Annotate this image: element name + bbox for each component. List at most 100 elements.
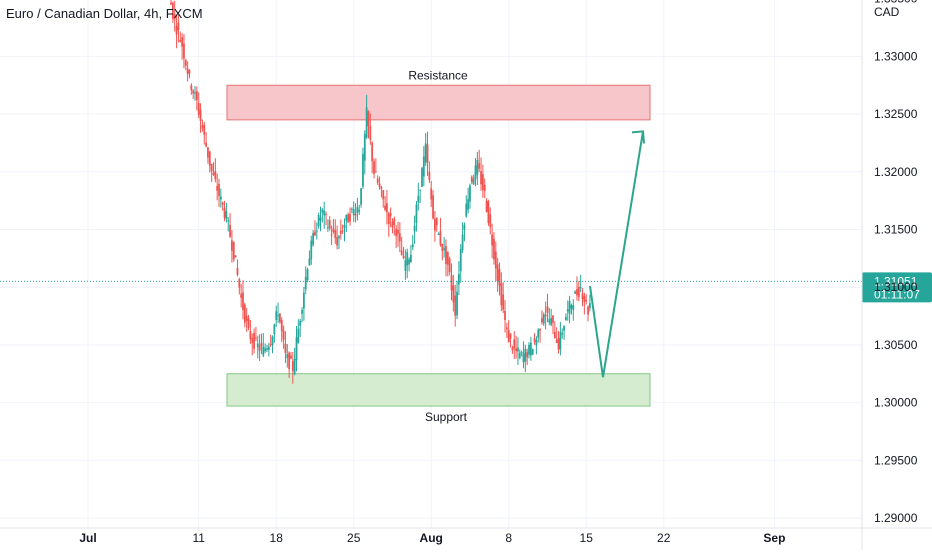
candle-body <box>400 250 403 256</box>
candle-body <box>249 330 252 340</box>
candle-body <box>557 338 560 350</box>
candle-body <box>339 230 342 234</box>
candle-body <box>476 159 479 175</box>
candle-body <box>445 246 447 264</box>
candle-body <box>583 296 586 302</box>
candle-body <box>511 347 514 351</box>
candle-body <box>238 279 241 288</box>
candle-body <box>236 267 239 275</box>
candle-body <box>413 225 416 232</box>
projection-arrow <box>589 131 644 378</box>
candle-body <box>201 125 204 129</box>
candle-body <box>574 291 577 294</box>
candle-body <box>435 218 438 226</box>
resistance-zone <box>226 84 651 121</box>
candle-body <box>325 214 327 216</box>
candle-body <box>319 217 322 221</box>
candle-body <box>247 318 250 328</box>
candle-body <box>470 176 473 182</box>
candle-body <box>422 156 425 177</box>
candle-body <box>245 315 248 322</box>
candle-body <box>415 204 418 224</box>
candle-body <box>480 171 482 185</box>
candle-body <box>432 195 434 219</box>
candle-body <box>256 343 259 348</box>
candle-body <box>382 190 385 200</box>
candle-body <box>589 303 591 309</box>
current-price-badge <box>862 272 932 303</box>
candle-body <box>282 330 285 340</box>
candle-body <box>450 275 453 291</box>
candle-body <box>207 147 209 158</box>
candle-body <box>500 283 503 306</box>
candle-body <box>290 355 292 359</box>
candle-body <box>565 316 567 321</box>
candle-body <box>502 294 505 310</box>
candle-body <box>321 209 324 213</box>
candle-body <box>570 305 573 309</box>
candle-body <box>572 305 575 310</box>
candle-body <box>542 314 545 324</box>
candle-body <box>517 347 519 352</box>
candle-body <box>173 14 176 20</box>
candle-body <box>314 231 316 236</box>
candle-body <box>430 188 433 200</box>
candle-body <box>568 301 571 314</box>
candle-body <box>513 339 516 349</box>
candle-body <box>537 329 540 338</box>
candle-body <box>441 243 444 251</box>
candle-body <box>555 339 558 343</box>
candle-body <box>260 343 263 346</box>
time-tick-label: Aug <box>420 531 443 545</box>
candle-body <box>218 184 220 197</box>
candle-body <box>284 343 287 353</box>
candle-body <box>491 234 494 246</box>
time-tick-label: 11 <box>192 531 205 545</box>
price-tick-label: 1.30000 <box>874 396 918 410</box>
candle-body <box>170 2 172 5</box>
candle-body <box>310 240 313 260</box>
candle-body <box>548 319 551 323</box>
candle-body <box>380 187 383 189</box>
candle-body <box>481 174 484 191</box>
candle-body <box>369 126 372 140</box>
candle-body <box>550 318 553 325</box>
price-tick-label: 1.29000 <box>874 511 918 525</box>
candle-body <box>271 336 274 346</box>
candle-body <box>221 202 224 205</box>
time-tick-label: 8 <box>505 531 512 545</box>
candle-body <box>312 232 315 245</box>
candle-body <box>352 209 355 216</box>
candle-body <box>408 259 410 265</box>
candle-body <box>561 333 564 335</box>
candle-body <box>467 199 470 210</box>
candle-body <box>232 241 235 260</box>
candle-body <box>483 184 486 192</box>
candle-body <box>577 286 580 297</box>
candle-body <box>373 161 375 174</box>
candle-body <box>343 224 346 229</box>
candle-body <box>225 211 228 220</box>
candle-body <box>378 183 381 187</box>
candle-body <box>295 337 298 361</box>
candle-body <box>485 200 488 212</box>
candle-body <box>367 111 370 127</box>
candle-body <box>518 352 521 358</box>
candle-body <box>566 309 569 312</box>
candle-body <box>308 258 311 266</box>
candle-body <box>195 91 198 101</box>
candle-body <box>183 43 185 59</box>
candle-body <box>194 92 196 94</box>
current-price-value: 1.31051 <box>874 274 918 288</box>
candle-body <box>328 220 331 229</box>
price-tick-label: 1.33000 <box>874 49 918 63</box>
candle-body <box>552 315 554 323</box>
candle-body <box>229 224 231 237</box>
candle-body <box>457 274 460 285</box>
candle-body <box>443 248 446 250</box>
candle-body <box>350 208 353 210</box>
candle-body <box>531 349 534 355</box>
candle-body <box>417 195 420 203</box>
